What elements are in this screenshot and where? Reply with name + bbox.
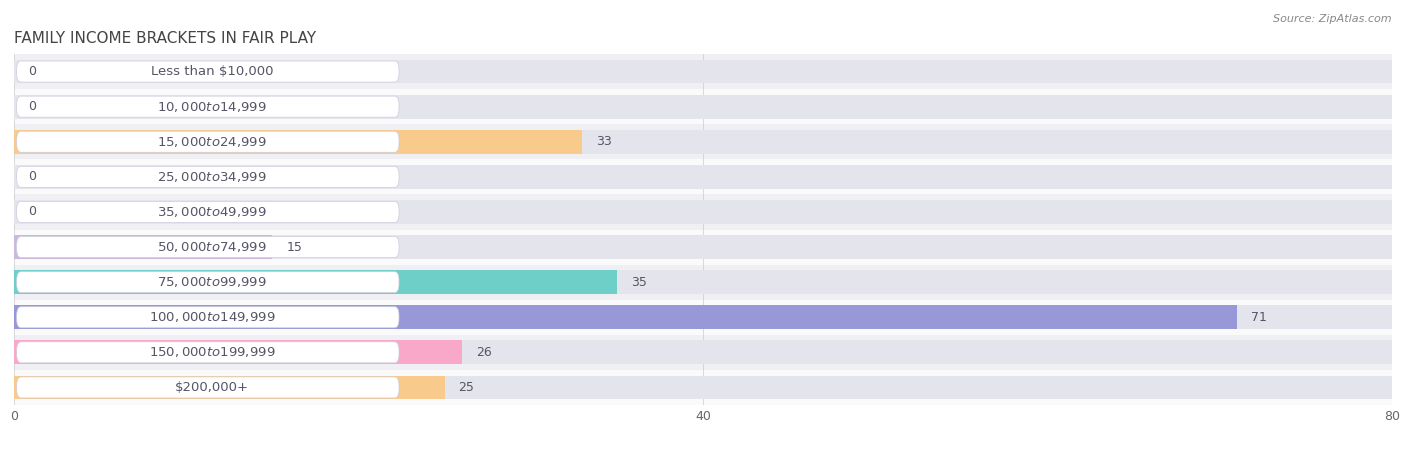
Bar bbox=[14, 194, 1392, 230]
Text: $100,000 to $149,999: $100,000 to $149,999 bbox=[149, 310, 276, 324]
Text: 33: 33 bbox=[596, 135, 612, 148]
FancyBboxPatch shape bbox=[17, 61, 399, 82]
Text: Less than $10,000: Less than $10,000 bbox=[150, 65, 273, 78]
Text: 26: 26 bbox=[475, 346, 492, 359]
Text: 0: 0 bbox=[28, 171, 37, 183]
FancyBboxPatch shape bbox=[17, 272, 399, 292]
Text: 15: 15 bbox=[287, 241, 302, 253]
FancyBboxPatch shape bbox=[17, 307, 399, 328]
Text: FAMILY INCOME BRACKETS IN FAIR PLAY: FAMILY INCOME BRACKETS IN FAIR PLAY bbox=[14, 31, 316, 46]
Bar bbox=[14, 130, 582, 154]
Text: $35,000 to $49,999: $35,000 to $49,999 bbox=[157, 205, 267, 219]
Bar bbox=[14, 340, 463, 364]
Bar bbox=[14, 54, 1392, 89]
Text: 35: 35 bbox=[631, 276, 647, 288]
Bar bbox=[14, 300, 1392, 335]
Bar bbox=[14, 159, 1392, 194]
FancyBboxPatch shape bbox=[17, 342, 399, 363]
FancyBboxPatch shape bbox=[17, 202, 399, 222]
Text: $15,000 to $24,999: $15,000 to $24,999 bbox=[157, 135, 267, 149]
Bar bbox=[14, 305, 1392, 329]
Bar bbox=[14, 124, 1392, 159]
Text: $75,000 to $99,999: $75,000 to $99,999 bbox=[157, 275, 267, 289]
Text: $25,000 to $34,999: $25,000 to $34,999 bbox=[157, 170, 267, 184]
FancyBboxPatch shape bbox=[17, 131, 399, 152]
Text: 71: 71 bbox=[1251, 311, 1267, 324]
Bar bbox=[14, 94, 1392, 119]
Bar bbox=[14, 270, 1392, 294]
Bar bbox=[14, 235, 273, 259]
FancyBboxPatch shape bbox=[17, 166, 399, 187]
Text: 25: 25 bbox=[458, 381, 474, 394]
Text: $150,000 to $199,999: $150,000 to $199,999 bbox=[149, 345, 276, 360]
Bar bbox=[14, 59, 1392, 84]
Bar bbox=[14, 370, 1392, 405]
Bar bbox=[14, 200, 1392, 224]
Bar bbox=[14, 235, 1392, 259]
Bar bbox=[14, 230, 1392, 265]
Text: 0: 0 bbox=[28, 100, 37, 113]
Text: $10,000 to $14,999: $10,000 to $14,999 bbox=[157, 99, 267, 114]
Text: 0: 0 bbox=[28, 206, 37, 218]
FancyBboxPatch shape bbox=[17, 377, 399, 398]
FancyBboxPatch shape bbox=[17, 237, 399, 257]
Bar bbox=[14, 165, 1392, 189]
Bar bbox=[14, 89, 1392, 124]
Text: $50,000 to $74,999: $50,000 to $74,999 bbox=[157, 240, 267, 254]
Text: $200,000+: $200,000+ bbox=[176, 381, 249, 394]
Bar bbox=[14, 305, 1237, 329]
Bar bbox=[14, 375, 444, 400]
Bar bbox=[14, 340, 1392, 364]
Bar bbox=[14, 375, 1392, 400]
Text: Source: ZipAtlas.com: Source: ZipAtlas.com bbox=[1274, 14, 1392, 23]
Bar bbox=[14, 270, 617, 294]
FancyBboxPatch shape bbox=[17, 96, 399, 117]
Text: 0: 0 bbox=[28, 65, 37, 78]
Bar bbox=[14, 265, 1392, 300]
Bar bbox=[14, 335, 1392, 370]
Bar bbox=[14, 130, 1392, 154]
